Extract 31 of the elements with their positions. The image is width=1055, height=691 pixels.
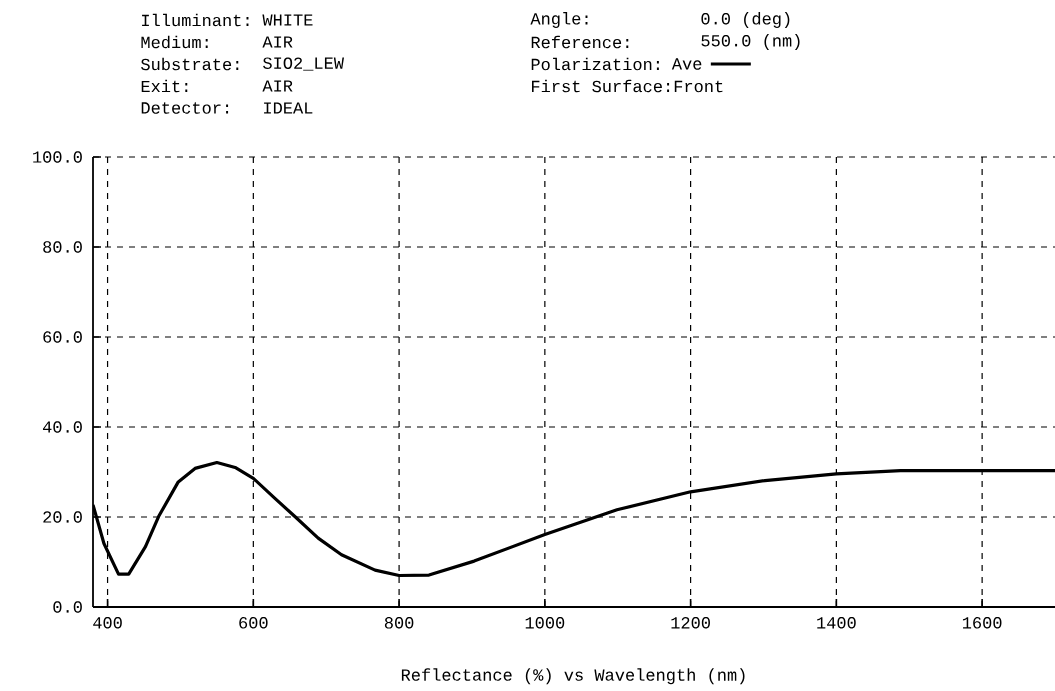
- text: WHITE: [262, 14, 313, 26]
- y-tick-label: 80.0: [43, 241, 82, 253]
- text: Medium:: [141, 35, 208, 49]
- text: SIO2_LEW: [263, 57, 344, 71]
- text: AIR: [262, 36, 293, 48]
- text: AIR: [262, 80, 293, 92]
- legend-label: Ave: [671, 58, 702, 70]
- text: Illuminant:: [142, 13, 249, 27]
- x-tick-label: 800: [384, 617, 414, 629]
- y-tick-label: 20.0: [43, 511, 82, 523]
- text: 550.0 (nm): [701, 34, 800, 50]
- x-tick-label: 600: [239, 617, 268, 629]
- y-tick-label: 60.0: [43, 331, 82, 343]
- y-tick-label: 40.0: [42, 421, 82, 433]
- text: IDEAL: [264, 102, 313, 114]
- x-tick-label: 400: [93, 617, 122, 629]
- text: Angle:: [530, 12, 588, 28]
- x-tick-label: 1200: [671, 617, 710, 629]
- x-axis-title: Reflectance (%) vs Wavelength (nm): [401, 668, 745, 685]
- x-tick-label: 1400: [817, 617, 856, 629]
- y-tick-label: 100.0: [33, 151, 82, 163]
- text: Substrate:: [141, 57, 239, 71]
- y-tick-label: 0.0: [53, 601, 82, 613]
- x-tick-label: 1000: [525, 617, 565, 629]
- legend-title: Polarization:: [531, 57, 659, 71]
- text: Exit:: [141, 79, 188, 93]
- text: First Surface:Front: [532, 79, 723, 93]
- text: Detector:: [141, 102, 229, 114]
- x-tick-label: 1600: [962, 617, 1002, 629]
- text: Reference:: [531, 35, 629, 49]
- text: 0.0 (deg): [701, 12, 790, 28]
